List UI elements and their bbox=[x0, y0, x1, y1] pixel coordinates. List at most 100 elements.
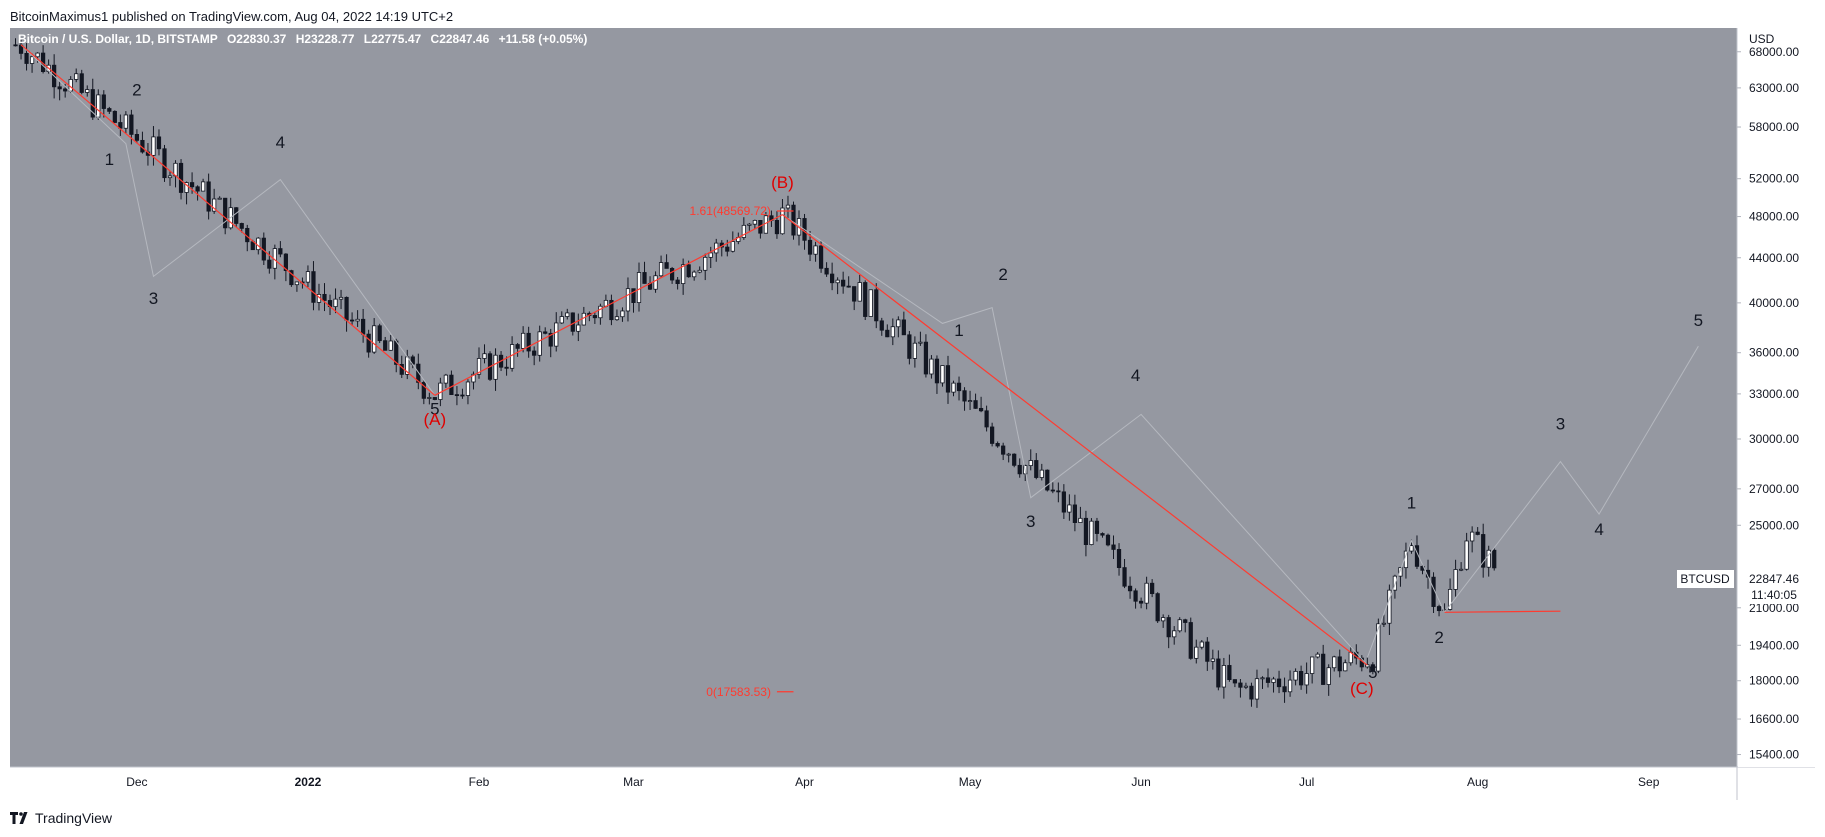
candle-body bbox=[658, 262, 664, 277]
candle-body bbox=[1464, 540, 1469, 570]
candle-body bbox=[377, 325, 382, 342]
symbol-name: Bitcoin / U.S. Dollar, 1D, BITSTAMP bbox=[18, 32, 218, 46]
candle-body bbox=[1100, 533, 1105, 536]
candle-body bbox=[962, 390, 967, 402]
candle-body bbox=[1039, 469, 1044, 478]
candle-body bbox=[24, 53, 29, 64]
candle-body bbox=[101, 94, 106, 109]
candle-body bbox=[1243, 685, 1249, 688]
candle-body bbox=[256, 237, 261, 251]
price-tick-label: 58000.00 bbox=[1749, 120, 1799, 134]
candle-body bbox=[289, 270, 294, 286]
wave-subdivision-line bbox=[20, 44, 436, 396]
time-tick-label: Feb bbox=[469, 775, 490, 789]
candle-body bbox=[96, 94, 101, 118]
candle-body bbox=[1177, 619, 1182, 632]
candle-body bbox=[984, 410, 989, 428]
candle-body bbox=[421, 382, 426, 399]
candle-body bbox=[1459, 568, 1464, 571]
price-axis-background bbox=[1738, 28, 1816, 767]
candle-body bbox=[1315, 653, 1320, 658]
candle-body bbox=[162, 148, 167, 179]
candle-body bbox=[1012, 453, 1017, 466]
candle-body bbox=[559, 316, 564, 324]
candle-body bbox=[1481, 534, 1486, 568]
candle-body bbox=[1183, 619, 1188, 623]
fib-level-label: 1.61(48569.72) bbox=[690, 204, 771, 218]
wave-label: 2 bbox=[1434, 628, 1443, 647]
candle-body bbox=[35, 52, 40, 58]
candle-body bbox=[785, 204, 791, 209]
time-axis[interactable]: Dec 2022 Feb Mar Apr May Jun Jul Aug Sep bbox=[126, 775, 1659, 789]
candle-body bbox=[1282, 686, 1287, 693]
time-tick-label: Jun bbox=[1131, 775, 1150, 789]
candle-body bbox=[471, 373, 476, 383]
time-tick-label: May bbox=[959, 775, 982, 789]
candle-body bbox=[1470, 531, 1475, 542]
candle-body bbox=[333, 298, 338, 308]
candle-body bbox=[1067, 504, 1072, 513]
candle-body bbox=[1249, 685, 1254, 700]
candle-body bbox=[1050, 489, 1055, 492]
last-price-tag[interactable]: BTCUSD 22847.46 11:40:05 bbox=[1677, 570, 1809, 604]
candle-body bbox=[681, 264, 686, 284]
footer-brand[interactable]: TradingView bbox=[35, 810, 113, 826]
candle-body bbox=[973, 400, 978, 409]
candle-body bbox=[1376, 623, 1381, 672]
price-axis[interactable]: 68000.00 63000.00 58000.00 52000.00 48000.00… bbox=[1737, 45, 1799, 762]
candle-body bbox=[708, 252, 713, 258]
candle-body bbox=[355, 318, 360, 322]
wave-subdivision-lines bbox=[20, 44, 1699, 666]
time-tick-label: Apr bbox=[795, 775, 814, 789]
candle-body bbox=[1150, 582, 1155, 595]
candle-body bbox=[846, 285, 851, 288]
candle-body bbox=[863, 282, 868, 317]
candle-body bbox=[636, 272, 642, 303]
candle-body bbox=[592, 315, 597, 319]
wave-subdivision-line bbox=[782, 214, 1368, 666]
candle-body bbox=[151, 136, 156, 156]
candle-body bbox=[642, 272, 647, 284]
wave-trend-line bbox=[782, 214, 1368, 666]
candle-body bbox=[1116, 549, 1122, 569]
candle-body bbox=[548, 332, 553, 347]
candle-body bbox=[184, 182, 189, 193]
candle-body bbox=[449, 374, 454, 396]
candle-body bbox=[1161, 617, 1166, 622]
candle-body bbox=[294, 281, 300, 286]
wave-label: (A) bbox=[424, 410, 447, 429]
candle-body bbox=[934, 358, 940, 384]
candle-body bbox=[1017, 464, 1022, 475]
price-tick-label: 52000.00 bbox=[1749, 172, 1799, 186]
fib-level-label: 0(17583.53) bbox=[706, 685, 771, 699]
candle-body bbox=[1447, 589, 1453, 610]
candle-body bbox=[1486, 549, 1491, 568]
candle-body bbox=[443, 374, 448, 384]
wave-label: 3 bbox=[149, 289, 158, 308]
candle-body bbox=[752, 219, 757, 225]
candle-body bbox=[515, 344, 520, 349]
candle-body bbox=[1492, 549, 1497, 569]
candle-body bbox=[1398, 567, 1403, 577]
candle-body bbox=[1337, 656, 1342, 672]
time-tick-label: Dec bbox=[126, 775, 147, 789]
candle-body bbox=[167, 175, 173, 179]
candle-body bbox=[460, 394, 465, 397]
price-tick-label: 48000.00 bbox=[1749, 210, 1799, 224]
candle-body bbox=[543, 331, 548, 334]
candle-body bbox=[123, 114, 128, 129]
candle-body bbox=[1310, 656, 1315, 674]
candle-body bbox=[951, 382, 956, 393]
currency-label: USD bbox=[1749, 32, 1775, 46]
candle-body bbox=[1205, 641, 1210, 662]
candle-body bbox=[703, 256, 708, 271]
candle-body bbox=[940, 365, 945, 384]
candle-body bbox=[1144, 582, 1149, 604]
price-tick-label: 21000.00 bbox=[1749, 601, 1799, 615]
candle-body bbox=[1078, 517, 1083, 523]
candle-body bbox=[598, 305, 603, 319]
candle-body bbox=[807, 239, 813, 255]
time-tick-label: Jul bbox=[1299, 775, 1314, 789]
candle-body bbox=[1138, 600, 1144, 604]
wave-label: 1 bbox=[105, 150, 114, 169]
